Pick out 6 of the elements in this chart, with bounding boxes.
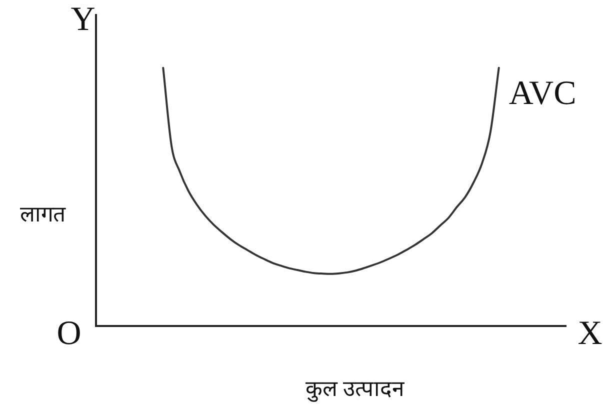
text: Y: [70, 0, 96, 38]
y-axis-title: लागत: [20, 201, 66, 226]
text: X: [578, 314, 602, 352]
series-label: AVC: [508, 74, 576, 112]
x-axis-title: कुल उत्पादन: [305, 376, 405, 402]
text: O: [56, 314, 82, 352]
